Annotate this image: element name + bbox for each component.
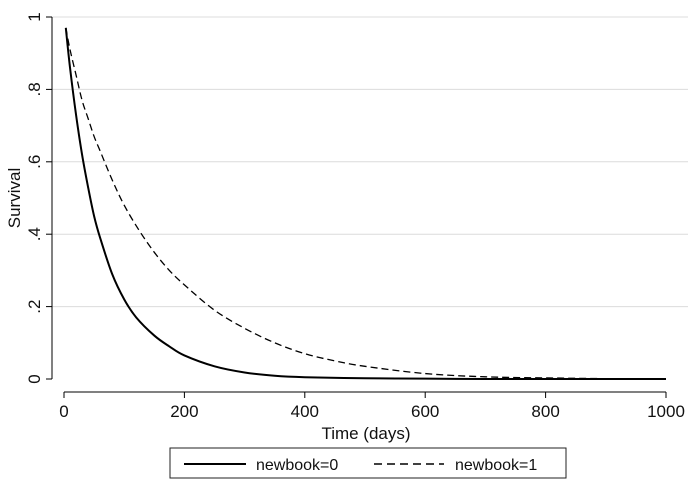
legend: newbook=0 newbook=1: [169, 447, 567, 479]
y-tick-label-4: .8: [25, 82, 44, 96]
y-tick-label-2: .4: [25, 227, 44, 241]
x-axis-title: Time (days): [321, 424, 410, 443]
legend-label-newbook-0: newbook=0: [256, 457, 338, 474]
y-axis-title: Survival: [5, 168, 24, 228]
x-tick-label-1: 200: [170, 402, 198, 421]
y-tick-label-3: .6: [25, 155, 44, 169]
series-line-newbook-0: [64, 27, 666, 381]
y-tick-label-5: 1: [25, 12, 44, 21]
x-tick-label-5: 1000: [647, 402, 685, 421]
y-tick-label-0: 0: [25, 374, 44, 383]
legend-label-newbook-1: newbook=1: [455, 457, 537, 474]
x-tick-label-0: 0: [59, 402, 68, 421]
gridlines: [52, 16, 688, 308]
y-tick-label-1: .2: [25, 300, 44, 314]
x-tick-label-3: 600: [411, 402, 439, 421]
x-tick-label-2: 400: [291, 402, 319, 421]
series-line-newbook-1: [65, 27, 667, 380]
series-lines: [64, 27, 667, 381]
axes: 0 .2 .4 .6 .8 1 0 200 400 600 800 1000: [25, 12, 685, 421]
x-tick-label-4: 800: [531, 402, 559, 421]
